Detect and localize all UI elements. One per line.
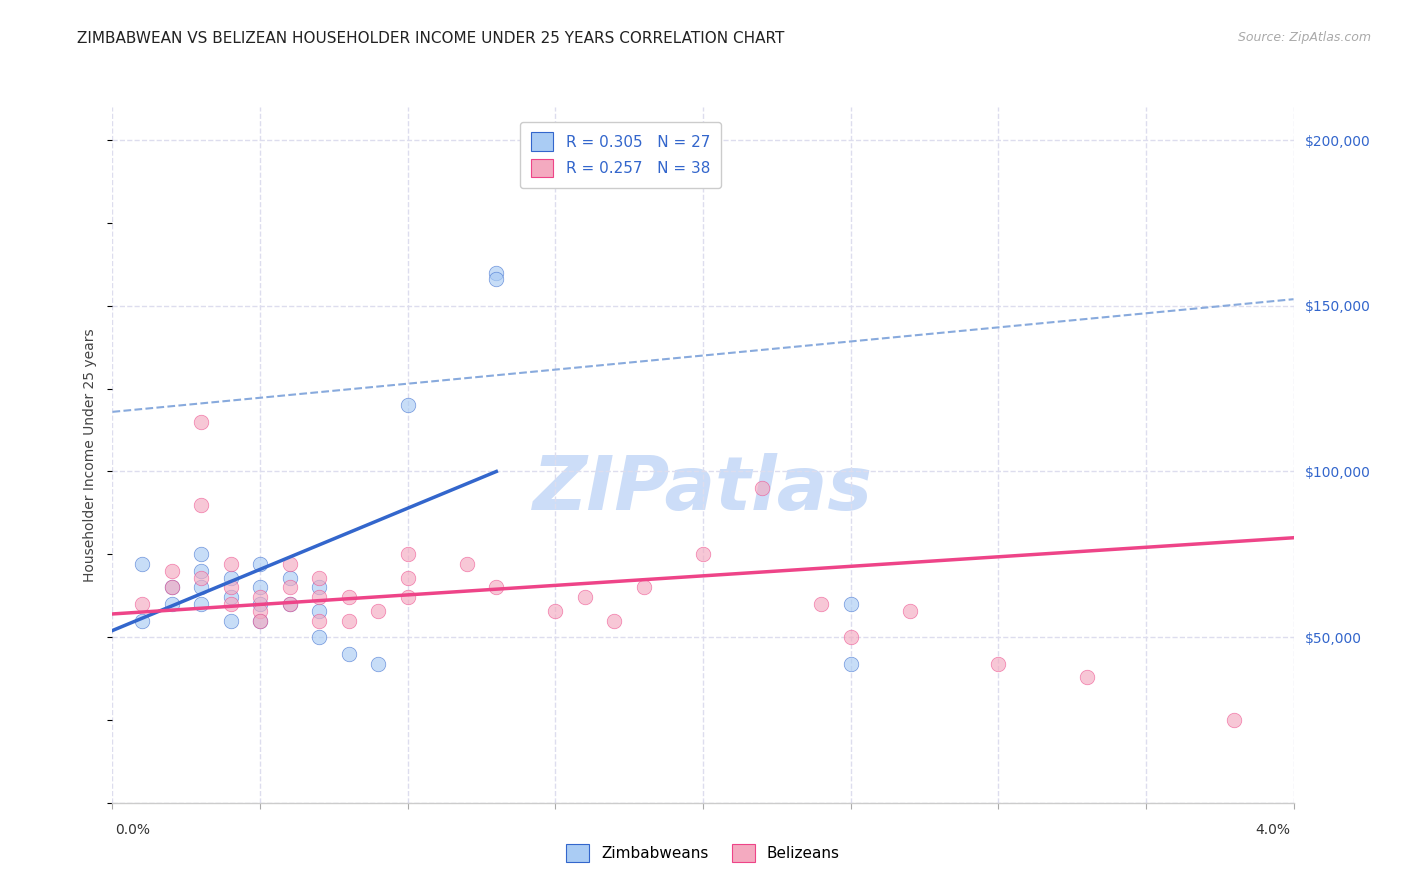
- Point: [249, 614, 271, 628]
- Point: [249, 597, 271, 611]
- Point: [249, 558, 271, 572]
- Point: [396, 398, 419, 412]
- Point: [898, 604, 921, 618]
- Point: [278, 570, 301, 584]
- Point: [839, 657, 862, 671]
- Point: [337, 647, 360, 661]
- Text: ZIMBABWEAN VS BELIZEAN HOUSEHOLDER INCOME UNDER 25 YEARS CORRELATION CHART: ZIMBABWEAN VS BELIZEAN HOUSEHOLDER INCOM…: [77, 31, 785, 46]
- Point: [337, 614, 360, 628]
- Point: [1223, 713, 1246, 727]
- Point: [190, 547, 212, 561]
- Text: Source: ZipAtlas.com: Source: ZipAtlas.com: [1237, 31, 1371, 45]
- Point: [308, 630, 330, 644]
- Point: [692, 547, 714, 561]
- Text: 0.0%: 0.0%: [115, 823, 150, 837]
- Point: [485, 581, 508, 595]
- Point: [987, 657, 1010, 671]
- Point: [485, 272, 508, 286]
- Point: [160, 581, 183, 595]
- Point: [278, 581, 301, 595]
- Point: [751, 481, 773, 495]
- Point: [367, 604, 389, 618]
- Point: [308, 591, 330, 605]
- Legend: R = 0.305   N = 27, R = 0.257   N = 38: R = 0.305 N = 27, R = 0.257 N = 38: [520, 121, 721, 188]
- Point: [190, 564, 212, 578]
- Point: [278, 597, 301, 611]
- Point: [456, 558, 478, 572]
- Point: [278, 597, 301, 611]
- Point: [190, 415, 212, 429]
- Point: [396, 547, 419, 561]
- Point: [308, 581, 330, 595]
- Point: [190, 581, 212, 595]
- Point: [574, 591, 596, 605]
- Point: [219, 558, 242, 572]
- Point: [485, 266, 508, 280]
- Point: [544, 604, 567, 618]
- Point: [190, 570, 212, 584]
- Point: [308, 604, 330, 618]
- Point: [219, 581, 242, 595]
- Point: [396, 570, 419, 584]
- Point: [190, 498, 212, 512]
- Point: [219, 591, 242, 605]
- Point: [160, 597, 183, 611]
- Point: [249, 591, 271, 605]
- Point: [249, 581, 271, 595]
- Point: [219, 597, 242, 611]
- Point: [1076, 670, 1098, 684]
- Text: 4.0%: 4.0%: [1256, 823, 1291, 837]
- Point: [249, 614, 271, 628]
- Y-axis label: Householder Income Under 25 years: Householder Income Under 25 years: [83, 328, 97, 582]
- Point: [190, 597, 212, 611]
- Point: [396, 591, 419, 605]
- Text: ZIPatlas: ZIPatlas: [533, 453, 873, 526]
- Point: [131, 597, 153, 611]
- Point: [839, 597, 862, 611]
- Point: [131, 614, 153, 628]
- Point: [278, 558, 301, 572]
- Point: [633, 581, 655, 595]
- Point: [337, 591, 360, 605]
- Point: [308, 614, 330, 628]
- Point: [160, 581, 183, 595]
- Point: [131, 558, 153, 572]
- Point: [839, 630, 862, 644]
- Point: [308, 570, 330, 584]
- Point: [219, 570, 242, 584]
- Point: [603, 614, 626, 628]
- Point: [249, 604, 271, 618]
- Point: [810, 597, 832, 611]
- Legend: Zimbabweans, Belizeans: Zimbabweans, Belizeans: [560, 838, 846, 868]
- Point: [219, 614, 242, 628]
- Point: [160, 564, 183, 578]
- Point: [367, 657, 389, 671]
